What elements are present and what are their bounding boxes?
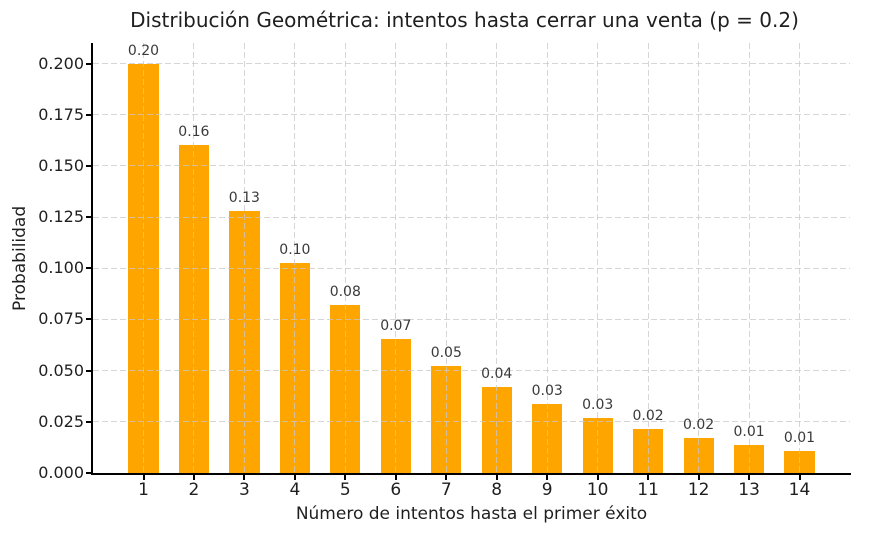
bar-value-label: 0.01 — [783, 429, 816, 446]
y-tick-label: 0.175 — [38, 104, 84, 124]
plot-area: 0.20 0.16 0.13 0.10 0.08 0.07 0.05 0.04 0.03 0.03… — [93, 43, 850, 473]
y-tick-label: 0.200 — [38, 53, 84, 73]
x-tick-label: 13 — [738, 480, 760, 500]
bar-value-label: 0.01 — [733, 423, 765, 440]
vertical-gridline — [748, 43, 750, 473]
x-tick-label: 4 — [289, 480, 301, 500]
y-tick-mark — [86, 472, 91, 474]
vertical-gridline — [546, 43, 548, 473]
vertical-gridline — [496, 43, 498, 473]
horizontal-gridline — [93, 216, 850, 218]
x-tick-label: 11 — [637, 480, 659, 500]
bar-value-label: 0.04 — [481, 366, 513, 383]
vertical-gridline — [698, 43, 700, 473]
x-tick-mark — [748, 475, 751, 480]
x-tick-mark — [596, 475, 599, 480]
x-tick-label: 7 — [440, 480, 452, 500]
vertical-gridline — [193, 43, 195, 473]
x-tick-mark — [697, 475, 700, 480]
x-tick-mark — [546, 475, 549, 480]
horizontal-gridline — [93, 370, 850, 372]
y-tick-mark — [86, 164, 91, 167]
x-tick-label: 10 — [586, 480, 609, 500]
horizontal-gridline — [93, 267, 850, 269]
vertical-gridline — [445, 43, 447, 473]
bar-value-label: 0.03 — [531, 383, 563, 400]
bar-value-label: 0.03 — [582, 397, 614, 413]
y-tick-mark — [86, 62, 91, 65]
x-tick-label: 6 — [390, 480, 402, 500]
x-tick-label: 12 — [687, 480, 710, 500]
bar-value-label: 0.16 — [178, 124, 210, 141]
x-tick-mark — [798, 475, 801, 480]
x-tick-label: 3 — [238, 480, 250, 500]
bar-value-label: 0.02 — [632, 408, 664, 424]
y-tick-mark — [86, 216, 91, 218]
bar-value-label: 0.10 — [279, 242, 311, 259]
x-tick-mark — [243, 475, 246, 480]
bar-value-label: 0.20 — [127, 42, 160, 59]
x-tick-mark — [647, 475, 650, 480]
vertical-gridline — [243, 43, 245, 473]
y-tick-mark — [86, 369, 91, 372]
bar-value-label: 0.05 — [430, 344, 462, 361]
vertical-gridline — [395, 43, 397, 473]
x-axis-label: Número de intentos hasta el primer éxito — [295, 504, 648, 524]
x-tick-mark — [445, 475, 448, 480]
horizontal-gridline — [93, 63, 850, 64]
horizontal-gridline — [93, 165, 850, 167]
vertical-gridline — [597, 43, 599, 473]
bar-value-label: 0.07 — [380, 317, 412, 334]
x-tick-mark — [344, 475, 347, 480]
vertical-gridline — [344, 43, 346, 473]
bar-value-label: 0.13 — [228, 189, 260, 206]
y-tick-label: 0.125 — [38, 207, 84, 226]
y-tick-mark — [86, 420, 91, 423]
y-tick-label: 0.025 — [38, 411, 84, 431]
x-tick-mark — [293, 475, 296, 480]
horizontal-gridline — [93, 114, 850, 116]
horizontal-gridline — [93, 318, 850, 320]
x-tick-mark — [142, 475, 145, 480]
vertical-gridline — [647, 43, 649, 473]
x-tick-label: 8 — [491, 480, 503, 500]
vertical-gridline — [143, 43, 144, 473]
chart-title: Distribución Geométrica: intentos hasta … — [130, 8, 799, 32]
x-tick-label: 1 — [138, 480, 149, 500]
vertical-gridline — [294, 43, 296, 473]
y-tick-label: 0.100 — [38, 258, 84, 278]
x-tick-mark — [495, 475, 498, 480]
x-tick-label: 9 — [541, 480, 553, 500]
y-tick-label: 0.050 — [38, 360, 84, 380]
vertical-gridline — [799, 43, 800, 473]
x-tick-mark — [192, 475, 195, 480]
y-tick-label: 0.075 — [38, 309, 84, 329]
x-tick-mark — [394, 475, 397, 480]
y-tick-mark — [86, 318, 91, 321]
bar-value-label: 0.08 — [329, 284, 361, 301]
horizontal-gridline — [93, 421, 850, 423]
x-axis-spine — [91, 473, 851, 475]
x-tick-label: 14 — [788, 480, 811, 500]
y-axis-spine — [91, 43, 93, 475]
y-tick-label: 0.150 — [38, 155, 84, 175]
x-tick-label: 2 — [188, 480, 200, 500]
y-tick-mark — [86, 267, 91, 270]
x-tick-label: 5 — [339, 480, 351, 500]
y-tick-mark — [86, 113, 91, 116]
bar-value-label: 0.02 — [683, 416, 715, 433]
y-tick-label: 0.000 — [38, 463, 84, 482]
